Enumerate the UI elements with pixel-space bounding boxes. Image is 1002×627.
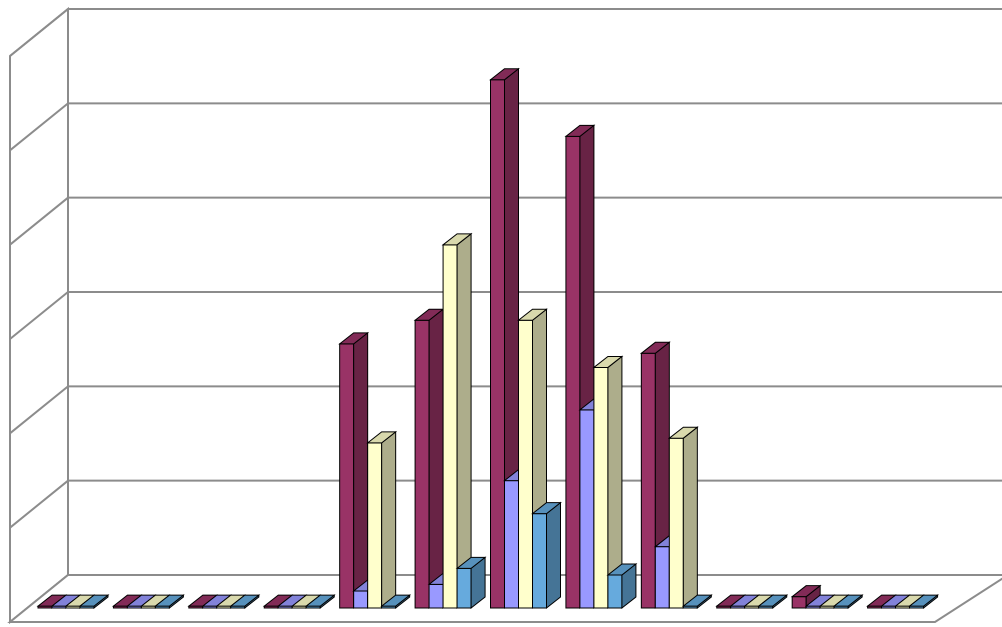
bar-top [78,594,110,607]
bar-top [304,594,336,607]
bar-side [353,331,369,610]
bar-top [667,426,699,439]
bar-top [489,68,520,81]
bar-top [380,594,412,607]
bar [593,366,609,609]
gridline [9,196,1002,246]
bar [565,135,581,609]
bar-top [639,341,671,354]
bar-top [153,594,185,607]
bar-top [606,563,638,576]
bar-top [592,355,624,368]
bar-side [456,232,472,610]
bar-side [682,426,698,610]
bar [504,480,519,609]
bar-top [908,594,940,607]
bar [456,567,472,609]
bar-top [338,332,370,345]
bar-side [381,430,397,610]
gridline [9,8,1002,57]
bar [490,79,505,609]
bar [518,319,533,609]
bar-side [546,501,561,610]
gridline [9,291,1002,340]
bar-side [428,308,444,610]
gridline [9,102,1002,152]
bar-top [455,556,487,569]
bar [414,319,430,609]
bar [607,574,623,609]
bar-top [757,594,789,607]
bar [442,244,458,609]
bar [791,596,807,609]
gridline [9,385,1002,435]
bar-top [517,308,548,321]
bar-top [564,124,596,137]
bar-top [441,233,473,246]
bar [339,343,355,609]
bar [428,583,444,609]
bar [367,442,383,609]
bar [353,590,369,609]
bars [36,67,940,610]
bar [654,546,670,609]
bar [579,409,595,609]
bar [640,352,656,609]
bar [668,437,684,609]
bar-top [366,431,398,444]
bar [532,513,547,609]
bar-top [531,502,562,515]
bar-top [832,594,864,607]
bar-top [790,585,822,598]
bar-top [681,594,713,607]
bar-top [229,594,261,607]
